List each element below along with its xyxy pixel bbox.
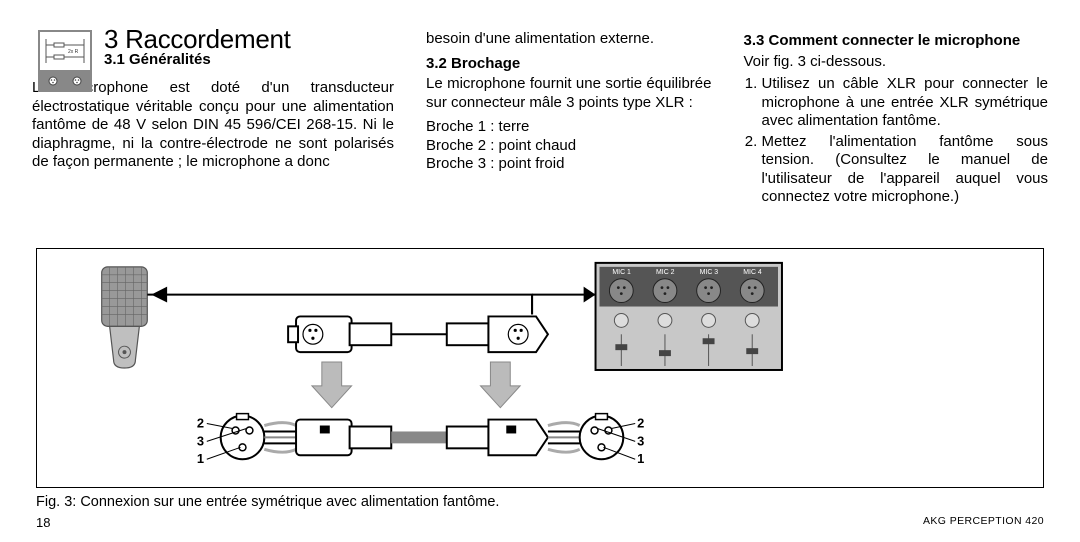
arrow-to-mic-icon	[151, 287, 167, 303]
col2-lead: besoin d'une alimentation externe.	[426, 30, 711, 49]
col2-body: Le microphone fournit une sortie équilib…	[426, 75, 711, 112]
pinlabel-left-1: 1	[197, 451, 204, 466]
xlr-female-lower-icon	[447, 420, 548, 456]
section-title: 3 Raccordement	[104, 30, 394, 49]
mixer-panel-icon: MIC 1 MIC 2 MIC 3 MIC 4	[596, 263, 782, 370]
microphone-icon	[102, 267, 148, 368]
figure-caption: Fig. 3: Connexion sur une entrée symétri…	[36, 494, 1044, 510]
icon-label: 2x R	[68, 49, 79, 55]
mic-label-4: MIC 4	[743, 269, 762, 276]
down-arrow-right-icon	[481, 362, 521, 408]
mic-label-1: MIC 1	[612, 269, 631, 276]
icon-plugs	[38, 70, 92, 92]
xlr-male-lower-icon	[296, 420, 391, 456]
xlr-male-left-icon	[288, 316, 391, 352]
mic-label-2: MIC 2	[656, 269, 675, 276]
section-icon: 2x R	[38, 30, 92, 84]
page-number: 18	[36, 515, 50, 530]
step-2: Mettez l'alimentation fantôme sous tensi…	[761, 133, 1048, 207]
xlr-female-right-icon	[447, 316, 548, 352]
step-1: Utilisez un câble XLR pour connecter le …	[761, 75, 1048, 131]
pinlabel-left-2: 2	[197, 416, 204, 431]
product-model: AKG PERCEPTION 420	[923, 515, 1044, 530]
subsection-3-3: 3.3 Comment connecter le microphone	[743, 32, 1048, 51]
figure-3: MIC 1 MIC 2 MIC 3 MIC 4	[36, 248, 1044, 488]
pinlabel-right-2: 2	[637, 416, 644, 431]
pin-3: Broche 3 : point froid	[426, 155, 711, 174]
subsection-3-2: 3.2 Brochage	[426, 55, 711, 74]
arrow-to-mixer-icon	[584, 287, 596, 303]
pinlabel-right-3: 3	[637, 433, 644, 448]
pinlabel-right-1: 1	[637, 451, 644, 466]
pinlabel-left-3: 3	[197, 433, 204, 448]
pin-1: Broche 1 : terre	[426, 118, 711, 137]
col3-lead: Voir fig. 3 ci-dessous.	[743, 53, 1048, 72]
mic-label-3: MIC 3	[700, 269, 719, 276]
down-arrow-left-icon	[312, 362, 352, 408]
icon-schematic: 2x R	[38, 30, 92, 70]
pin-2: Broche 2 : point chaud	[426, 137, 711, 156]
